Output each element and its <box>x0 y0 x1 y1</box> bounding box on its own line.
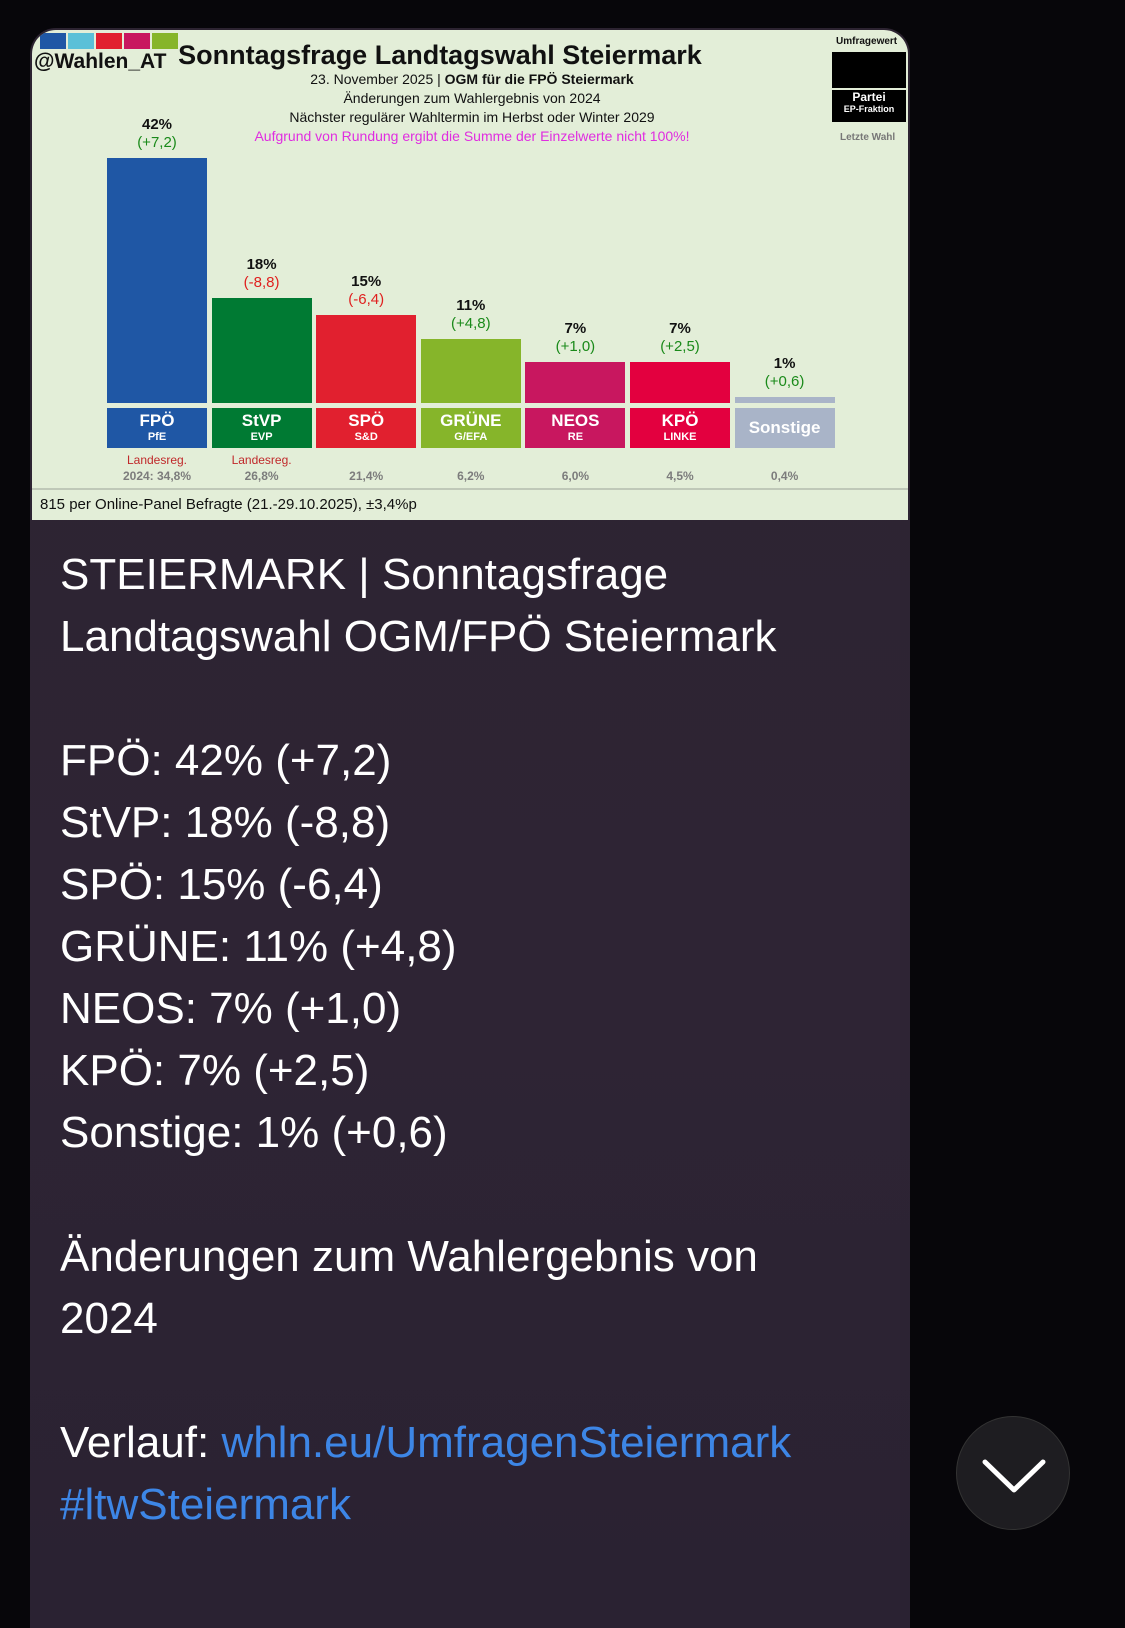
message-line: GRÜNE: 11% (+4,8) <box>60 922 457 971</box>
logo-swatch <box>68 33 94 49</box>
government-note: Landesreg. <box>231 453 292 467</box>
value-label: 7% <box>669 320 691 338</box>
previous-result: 6,2% <box>457 469 485 483</box>
previous-result: 26,8% <box>244 469 279 483</box>
message-line: Änderungen zum Wahlergebnis von <box>60 1232 758 1281</box>
change-label: (+7,2) <box>137 133 177 151</box>
value-label: 15% <box>351 273 382 291</box>
party-name: GRÜNE <box>440 411 502 430</box>
chart-image[interactable]: @Wahlen_AT Sonntagsfrage Landtagswahl St… <box>32 30 908 520</box>
logo-swatch <box>40 33 66 49</box>
value-label: 1% <box>773 355 796 372</box>
handle: @Wahlen_AT <box>34 50 167 73</box>
message-line: SPÖ: 15% (-6,4) <box>60 860 383 909</box>
ep-group: EVP <box>250 431 273 443</box>
message-text: STEIERMARK | Sonntagsfrage Landtagswahl O… <box>60 544 900 1536</box>
legend-last: Letzte Wahl <box>840 132 896 143</box>
hashtag-link[interactable]: #ltwSteiermark <box>60 1480 351 1529</box>
change-label: (+2,5) <box>660 338 700 356</box>
message-line <box>60 1164 900 1226</box>
link[interactable]: whln.eu/UmfragenSteiermark <box>221 1418 792 1467</box>
chevron-down-icon <box>982 1459 1046 1493</box>
party-name: FPÖ <box>139 411 175 430</box>
message-line: KPÖ: 7% (+2,5) <box>60 1046 370 1095</box>
party-name: NEOS <box>551 411 600 430</box>
party-tile: GRÜNE G/EFA <box>420 408 521 448</box>
chart-footer: 815 per Online-Panel Befragte (21.-29.10… <box>32 488 908 520</box>
previous-result: 0,4% <box>770 469 799 483</box>
value-label: 18% <box>246 255 277 273</box>
logo-swatch <box>124 33 150 49</box>
value-label: 11% <box>456 296 486 314</box>
scroll-down-button[interactable] <box>956 1416 1070 1530</box>
party-name: KPÖ <box>661 411 699 430</box>
ep-group: RE <box>567 431 584 443</box>
party-name: Sonstige <box>748 418 821 437</box>
bar-0 <box>107 157 207 403</box>
logo-swatch <box>96 33 122 49</box>
chart-subtitle: 23. November 2025 | OGM für die FPÖ Stei… <box>310 71 634 87</box>
value-label: 42% <box>141 115 173 133</box>
party-tile: NEOS RE <box>525 408 626 448</box>
ep-group: G/EFA <box>454 431 488 443</box>
party-tile: SPÖ S&D <box>316 408 417 448</box>
change-label: (-8,8) <box>243 273 280 291</box>
chart-subtitle-3: Nächster regulärer Wahltermin im Herbst … <box>289 109 655 125</box>
ep-group: S&D <box>354 431 378 443</box>
chart-subtitle-2: Änderungen zum Wahlergebnis von 2024 <box>343 90 601 106</box>
party-tile: KPÖ LINKE <box>630 408 730 448</box>
message-line: Landtagswahl OGM/FPÖ Steiermark <box>60 612 777 661</box>
message-line: 2024 <box>60 1294 158 1343</box>
party-name: SPÖ <box>348 411 385 430</box>
message-line: Sonstige: 1% (+0,6) <box>60 1108 448 1157</box>
bar-3 <box>420 338 521 403</box>
change-label: (-6,4) <box>348 291 385 309</box>
party-name: StVP <box>241 411 282 430</box>
message-bubble: @Wahlen_AT Sonntagsfrage Landtagswahl St… <box>30 28 910 1628</box>
rounding-note: Aufgrund von Rundung ergibt die Summe de… <box>254 128 690 144</box>
bar-4 <box>525 362 626 403</box>
bar-2 <box>316 315 417 403</box>
ep-group: PfE <box>147 431 167 443</box>
verlauf-line: Verlauf: whln.eu/UmfragenSteiermark <box>60 1418 792 1467</box>
bar-6 <box>734 397 835 403</box>
message-line: FPÖ: 42% (+7,2) <box>60 736 392 785</box>
message-line <box>60 1350 900 1412</box>
change-label: (+0,6) <box>764 373 805 390</box>
government-note: Landesreg. <box>126 453 188 467</box>
party-tile: FPÖ PfE <box>107 408 207 448</box>
legend-party-box: Partei EP-Fraktion <box>832 90 906 122</box>
previous-result: 2024: 34,8% <box>122 469 192 483</box>
ep-group: LINKE <box>663 431 697 443</box>
chart-title: Sonntagsfrage Landtagswahl Steiermark <box>178 40 702 70</box>
message-line: STEIERMARK | Sonntagsfrage <box>60 550 669 599</box>
previous-result: 4,5% <box>666 469 694 483</box>
party-tile: StVP EVP <box>211 408 312 448</box>
value-label: 7% <box>564 320 587 338</box>
message-line: NEOS: 7% (+1,0) <box>60 984 402 1033</box>
previous-result: 6,0% <box>561 469 590 483</box>
change-label: (+1,0) <box>555 338 596 356</box>
legend-box <box>832 52 906 88</box>
change-label: (+4,8) <box>450 314 491 332</box>
logo-swatch <box>152 33 178 49</box>
party-tile: Sonstige <box>734 408 835 448</box>
message-line: StVP: 18% (-8,8) <box>60 798 391 847</box>
legend-top: Umfragewert <box>836 36 898 47</box>
bar-5 <box>630 362 730 403</box>
previous-result: 21,4% <box>349 469 384 483</box>
bar-1 <box>211 297 312 403</box>
message-line <box>60 668 900 730</box>
